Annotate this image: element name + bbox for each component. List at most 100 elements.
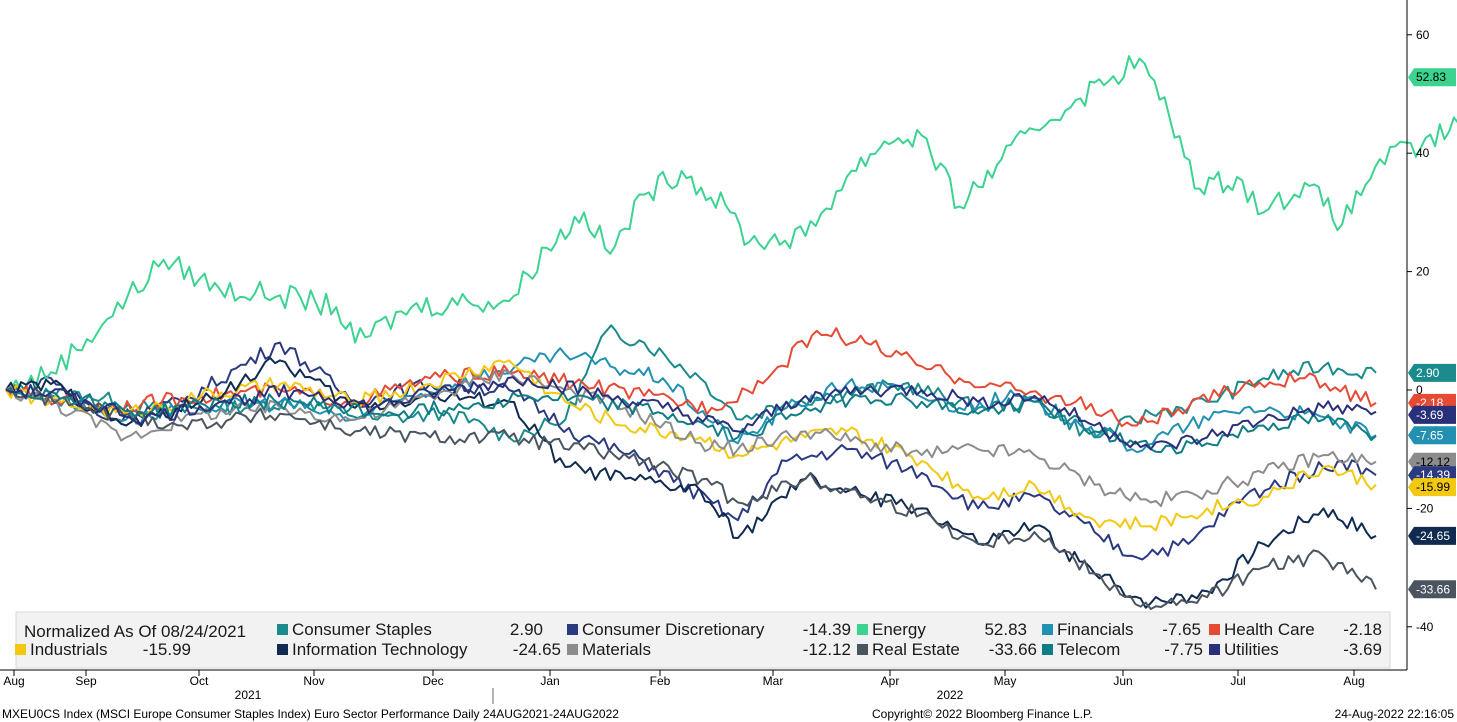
legend-series-name: Information Technology	[292, 640, 468, 659]
legend-box	[15, 611, 1391, 669]
legend-series-name: Telecom	[1057, 640, 1120, 659]
x-tick-label: Aug	[1343, 674, 1364, 688]
legend-series-name: Real Estate	[872, 640, 960, 659]
legend-series-name: Utilities	[1224, 640, 1279, 659]
last-value-tag-shape	[1408, 478, 1456, 497]
legend-swatch	[15, 644, 26, 655]
legend-series-value: -3.69	[1343, 640, 1382, 659]
legend-swatch	[277, 624, 288, 635]
legend-swatch	[1209, 624, 1220, 635]
legend-series-name: Consumer Discretionary	[582, 620, 765, 639]
legend-series-value: 52.83	[984, 620, 1027, 639]
legend-series-value: -2.18	[1343, 620, 1382, 639]
last-value-tag-shape	[1408, 580, 1456, 599]
last-value-tag-label: -33.66	[1416, 582, 1450, 596]
legend-series-name: Energy	[872, 620, 926, 639]
y-axis-ticks: 60 40 20 0 -20 -40	[1407, 28, 1434, 634]
legend-item-consumer-staples: Consumer Staples 2.90	[277, 620, 543, 639]
legend-item-information-technology: Information Technology -24.65	[277, 640, 561, 659]
series-line-telecom	[5, 388, 1377, 455]
x-tick-label: Apr	[881, 674, 900, 688]
y-tick-label: 20	[1416, 265, 1430, 279]
last-value-tag: -7.65	[1408, 426, 1456, 445]
footer-description: MXEU0CS Index (MSCI Europe Consumer Stap…	[2, 707, 619, 721]
last-value-tag: -15.99	[1408, 478, 1456, 497]
legend-item-utilities: Utilities -3.69	[1209, 640, 1382, 659]
last-value-tag-shape	[1408, 526, 1456, 545]
series-line-materials	[5, 369, 1377, 508]
legend-item-consumer-discretionary: Consumer Discretionary -14.39	[567, 620, 851, 639]
legend-item-financials: Financials -7.65	[1042, 620, 1201, 639]
legend-header: Normalized As Of 08/24/2021	[24, 622, 246, 641]
x-tick-label: Jun	[1113, 674, 1132, 688]
legend-series-name: Health Care	[1224, 620, 1315, 639]
x-tick-label: Jan	[540, 674, 559, 688]
y-tick-label: 0	[1416, 383, 1423, 397]
y-tick-label: 40	[1416, 146, 1430, 160]
last-value-tag: -24.65	[1408, 526, 1456, 545]
legend-series-value: -7.75	[1164, 640, 1203, 659]
last-value-tag-label: -3.69	[1416, 408, 1444, 422]
legend-item-health-care: Health Care -2.18	[1209, 620, 1382, 639]
legend-swatch	[1042, 624, 1053, 635]
legend-series-value: -12.12	[803, 640, 851, 659]
x-tick-label: Jul	[1230, 674, 1245, 688]
series-layer	[5, 55, 1457, 610]
legend-series-value: -14.39	[803, 620, 851, 639]
last-value-tag-label: 2.90	[1416, 366, 1440, 380]
footer-timestamp: 24-Aug-2022 22:16:05	[1335, 707, 1455, 721]
x-tick-label: Aug	[3, 674, 24, 688]
last-value-tag-shape	[1408, 426, 1456, 445]
last-value-tag-label: -7.65	[1416, 428, 1444, 442]
legend-item-real-estate: Real Estate -33.66	[857, 640, 1037, 659]
legend-series-value: -15.99	[143, 640, 191, 659]
last-value-tag-shape	[1408, 363, 1456, 382]
legend-item-telecom: Telecom -7.75	[1042, 640, 1203, 659]
legend-series-value: -33.66	[989, 640, 1037, 659]
legend-item-materials: Materials -12.12	[567, 640, 851, 659]
legend-item-industrials: Industrials -15.99	[15, 640, 191, 659]
legend-series-name: Financials	[1057, 620, 1134, 639]
last-value-tag-label: -15.99	[1416, 480, 1450, 494]
legend-items: Consumer Staples 2.90 Consumer Discretiona…	[15, 620, 1382, 659]
legend-swatch	[857, 624, 868, 635]
last-value-tag-shape	[1408, 405, 1456, 424]
legend-swatch	[1042, 644, 1053, 655]
x-tick-label: Mar	[763, 674, 784, 688]
last-value-tag-label: 52.83	[1416, 70, 1446, 84]
y-tick-label: -40	[1416, 620, 1434, 634]
x-tick-label: Dec	[422, 674, 443, 688]
year-label-2022: 2022	[937, 688, 964, 702]
last-value-tag-label: -24.65	[1416, 529, 1450, 543]
series-line-real-estate	[5, 387, 1377, 610]
x-tick-label: Nov	[303, 674, 324, 688]
legend-swatch	[857, 644, 868, 655]
legend-series-name: Materials	[582, 640, 651, 659]
x-tick-label: May	[994, 674, 1017, 688]
last-value-tag-shape	[1408, 68, 1456, 87]
x-axis-ticks: Aug Sep Oct Nov Dec Jan Feb Mar Apr May Jun Jul Aug	[3, 670, 1365, 688]
last-value-tag-label: -12.12	[1416, 455, 1450, 469]
series-line-energy	[5, 55, 1457, 392]
x-tick-label: Oct	[190, 674, 209, 688]
y-tick-label: 60	[1416, 28, 1430, 42]
legend-swatch	[567, 644, 578, 655]
year-label-2021: 2021	[235, 688, 262, 702]
last-value-tags: 52.832.90-2.18-3.69-7.65-12.12-14.39-15.…	[1408, 68, 1456, 599]
series-line-utilities	[5, 376, 1377, 451]
footer-copyright: Copyright© 2022 Bloomberg Finance L.P.	[872, 707, 1093, 721]
series-line-consumer-discretionary	[5, 341, 1377, 561]
legend-series-value: 2.90	[510, 620, 543, 639]
x-tick-label: Feb	[650, 674, 671, 688]
x-tick-label: Sep	[75, 674, 97, 688]
last-value-tag: 52.83	[1408, 68, 1456, 87]
last-value-tag: 2.90	[1408, 363, 1456, 382]
last-value-tag: -3.69	[1408, 405, 1456, 424]
legend: Normalized As Of 08/24/2021 Consumer Sta…	[15, 611, 1391, 669]
legend-series-value: -7.65	[1162, 620, 1201, 639]
legend-series-name: Consumer Staples	[292, 620, 432, 639]
legend-item-energy: Energy 52.83	[857, 620, 1027, 639]
last-value-tag: -33.66	[1408, 580, 1456, 599]
